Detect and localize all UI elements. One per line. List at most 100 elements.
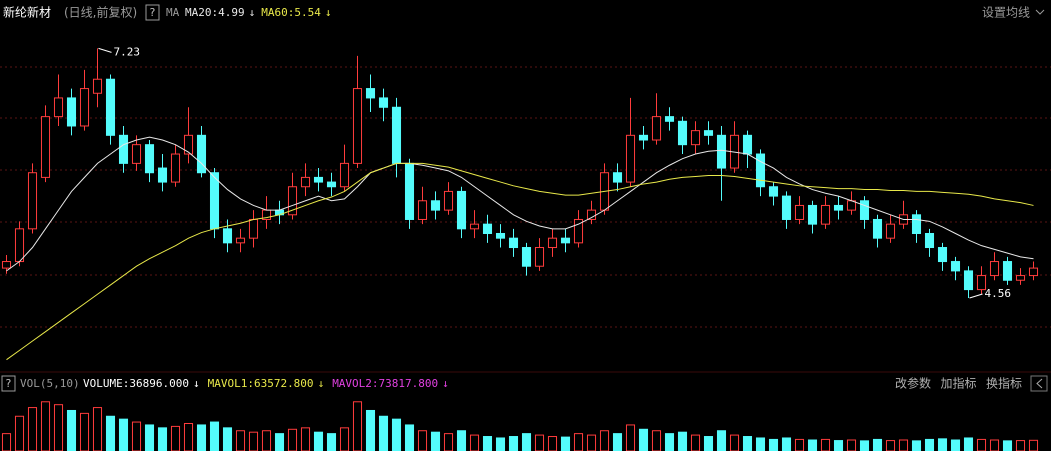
volume-bar: [144, 424, 155, 451]
candle-body: [976, 275, 987, 291]
candle-body: [482, 223, 493, 234]
volume-bar: [79, 412, 90, 451]
candle-body: [534, 247, 545, 267]
candle-body: [430, 200, 441, 211]
candle-body: [495, 232, 506, 239]
volume-bar: [222, 427, 233, 451]
candle-body: [391, 106, 402, 164]
candle-body: [300, 176, 311, 188]
collapse-button[interactable]: [1030, 375, 1048, 392]
volume-bar: [92, 407, 103, 451]
candle-body: [885, 223, 896, 239]
volume-bar: [846, 439, 857, 451]
volume-bar: [677, 431, 688, 451]
volume-bar: [313, 431, 324, 451]
arrow-icon: ↓: [318, 377, 325, 390]
candle-body: [14, 228, 25, 263]
candle-body: [1015, 275, 1026, 281]
candle-body: [794, 204, 805, 220]
volume-bar: [1002, 440, 1013, 451]
candle-body: [326, 181, 337, 188]
candle-body: [417, 200, 428, 220]
volume-bar: [443, 433, 454, 451]
volume-bar: [755, 437, 766, 451]
candle-body: [144, 144, 155, 174]
volume-bar: [716, 430, 727, 451]
ma-label: MA: [166, 6, 180, 19]
extreme-label: 7.23: [114, 45, 141, 58]
volume-bar: [118, 418, 129, 451]
annotation-arrow: [969, 293, 983, 299]
indicator-button[interactable]: 换指标: [986, 376, 1022, 391]
stock-title: 新纶新材: [3, 5, 51, 20]
volume-bar: [651, 430, 662, 451]
arrow-icon: ↓: [249, 6, 256, 19]
volume-bar: [560, 436, 571, 451]
volume-bar: [612, 433, 623, 451]
candle-body: [339, 162, 350, 188]
volume-bar: [547, 436, 558, 451]
settings-button[interactable]: 设置均线: [982, 6, 1030, 20]
volume-bar: [209, 421, 220, 451]
help-button[interactable]: [1, 375, 16, 392]
volume-bar: [287, 428, 298, 451]
indicator-button[interactable]: 改参数: [895, 376, 931, 391]
volume-bar: [703, 436, 714, 451]
candle-body: [118, 134, 129, 164]
volume-bar: [378, 415, 389, 451]
volume-bar: [534, 434, 545, 451]
candle-body: [664, 116, 675, 122]
candle-body: [443, 190, 454, 211]
candle-body: [742, 134, 753, 155]
volume-bar: [274, 433, 285, 451]
candle-body: [690, 130, 701, 146]
volume-bar: [66, 409, 77, 451]
volume-bar: [729, 434, 740, 451]
extreme-label: 4.56: [985, 287, 1012, 300]
volume-bar: [417, 430, 428, 451]
candle-body: [1028, 267, 1039, 277]
ma-line: [6, 136, 1034, 272]
annotation-arrow: [98, 47, 112, 53]
volume-bar: [859, 440, 870, 451]
volume-bar: [53, 404, 64, 451]
volume-bar: [27, 407, 38, 451]
volume-bar: [300, 427, 311, 451]
candle-body: [183, 134, 194, 155]
volume-bar: [1015, 440, 1026, 451]
candle-body: [469, 223, 480, 230]
candle-body: [989, 261, 1000, 277]
volume-bar: [352, 401, 363, 451]
volume-bar: [170, 425, 181, 451]
arrow-icon: ↓: [325, 6, 332, 19]
volume-legend: MAVOL1:63572.800: [208, 377, 314, 390]
candle-body: [209, 172, 220, 230]
volume-bar: [872, 438, 883, 451]
indicator-label: VOL(5,10): [20, 377, 80, 390]
indicator-button[interactable]: 加指标: [941, 376, 977, 391]
candle-body: [547, 237, 558, 249]
volume-bar: [586, 434, 597, 451]
candle-body: [287, 186, 298, 216]
candle-body: [937, 247, 948, 263]
volume-bar: [157, 427, 168, 451]
candle-body: [404, 162, 415, 220]
arrow-icon: ↓: [442, 377, 449, 390]
volume-bar: [248, 431, 259, 451]
help-icon: ?: [5, 377, 12, 390]
volume-bar: [391, 418, 402, 451]
volume-bar: [963, 437, 974, 451]
volume-bar: [885, 440, 896, 451]
candle-body: [573, 218, 584, 244]
candle-body: [703, 130, 714, 136]
volume-bar: [950, 439, 961, 451]
candle-body: [1, 261, 12, 269]
help-button[interactable]: [145, 4, 160, 21]
candle-body: [651, 116, 662, 141]
chevron-icon: [1035, 9, 1045, 15]
volume-bar: [261, 430, 272, 451]
volume-bar: [183, 423, 194, 451]
candle-body: [612, 172, 623, 183]
ma-line: [6, 162, 1034, 361]
